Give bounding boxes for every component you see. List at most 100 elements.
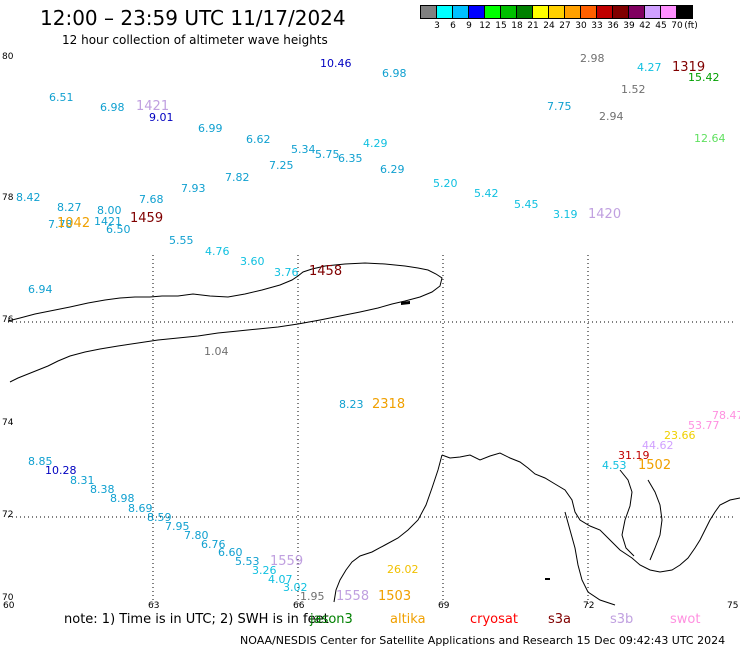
wave-height-label: 6.98 — [382, 67, 407, 80]
wave-height-label: 5.75 — [315, 148, 340, 161]
wave-height-label: 6.29 — [380, 163, 405, 176]
pass-id-label: 2318 — [372, 397, 406, 412]
legend-tick-label: 39 — [623, 21, 635, 31]
satellite-key-jason3: jason3 — [310, 612, 353, 627]
wave-height-label: 3.60 — [240, 255, 265, 268]
pass-id-label: 1503 — [378, 589, 412, 604]
wave-height-label: 1.52 — [621, 83, 646, 96]
lat-label-78: 78 — [2, 193, 14, 203]
wave-height-label: 4.07 — [268, 573, 293, 586]
wave-height-label: 1.04 — [204, 345, 229, 358]
wave-height-label: 6.50 — [106, 223, 131, 236]
legend-swatch — [676, 5, 693, 19]
wave-height-label: 1.95 — [300, 590, 325, 603]
pass-id-label: 1042 — [57, 216, 91, 231]
wave-height-label: 2.98 — [580, 52, 605, 65]
wave-height-label: 10.28 — [45, 464, 77, 477]
wave-height-label: 3.19 — [553, 208, 578, 221]
wave-height-label: 7.68 — [139, 193, 164, 206]
satellite-key-s3b: s3b — [610, 612, 634, 627]
coastline-east-peninsula — [619, 469, 635, 557]
satellite-key-cryosat: cryosat — [470, 612, 518, 627]
wave-height-label: 12.64 — [694, 132, 726, 145]
wave-height-label: 8.38 — [90, 483, 115, 496]
coastline-south-land — [564, 511, 616, 606]
wave-height-label: 4.29 — [363, 137, 388, 150]
satellite-key-altika: altika — [390, 612, 426, 627]
wave-height-label: 15.42 — [688, 71, 720, 84]
wave-height-label: 6.76 — [201, 538, 226, 551]
legend-tick-label: 15 — [495, 21, 507, 31]
wave-height-label: 4.76 — [205, 245, 230, 258]
legend-tick-label: 45 — [655, 21, 667, 31]
lat-label-76: 76 — [2, 315, 14, 325]
lat-label-80: 80 — [2, 52, 14, 62]
wave-height-label: 8.69 — [128, 502, 153, 515]
legend-tick-label: (ft) — [684, 21, 698, 31]
legend-tick-label: 27 — [559, 21, 571, 31]
legend-tick-label: 30 — [575, 21, 587, 31]
pass-id-label: 1558 — [336, 589, 370, 604]
wave-height-label: 1421 — [94, 215, 122, 228]
legend-tick-label: 3 — [434, 21, 440, 31]
wave-height-label: 3.02 — [283, 581, 308, 594]
lon-label-72: 72 — [583, 601, 595, 611]
credit-footer: NOAA/NESDIS Center for Satellite Applica… — [240, 634, 726, 647]
wave-height-label: 8.23 — [339, 398, 364, 411]
coastline-east-peninsula-2 — [647, 479, 663, 561]
wave-height-label: 8.42 — [16, 191, 41, 204]
wave-height-label: 6.98 — [100, 101, 125, 114]
legend-tick-label: 42 — [639, 21, 651, 31]
island-small-2 — [545, 578, 550, 580]
wave-height-label: 53.77 — [688, 419, 720, 432]
legend-tick-label: 18 — [511, 21, 523, 31]
legend-tick-label: 70 — [671, 21, 683, 31]
legend-tick-label: 33 — [591, 21, 603, 31]
pass-id-label: 1319 — [672, 60, 706, 75]
pass-id-label: 1459 — [130, 211, 164, 226]
wave-height-label: 3.26 — [252, 564, 277, 577]
wave-height-label: 8.31 — [70, 474, 95, 487]
wave-height-label: 6.99 — [198, 122, 223, 135]
wave-height-label: 3.76 — [274, 266, 299, 279]
lat-label-74: 74 — [2, 418, 14, 428]
wave-height-label: 4.53 — [602, 459, 627, 472]
lon-label-75: 75 — [727, 601, 739, 611]
wave-height-label: 23.66 — [664, 429, 696, 442]
wave-height-label: 7.75 — [547, 100, 572, 113]
color-scale-legend — [420, 5, 693, 19]
pass-id-label: 1502 — [638, 458, 672, 473]
wave-height-label: 7.93 — [181, 182, 206, 195]
wave-height-label: 5.53 — [235, 555, 260, 568]
wave-height-label: 6.51 — [49, 91, 74, 104]
units-note: note: 1) Time is in UTC; 2) SWH is in fe… — [64, 612, 329, 627]
wave-height-label: 8.85 — [28, 455, 53, 468]
satellite-key-swot: swot — [670, 612, 701, 627]
island-small — [401, 301, 410, 305]
wave-height-label: 6.35 — [338, 152, 363, 165]
wave-height-label: 7.80 — [184, 529, 209, 542]
legend-tick-label: 21 — [527, 21, 539, 31]
wave-height-label: 7.78 — [48, 218, 73, 231]
wave-height-label: 5.20 — [433, 177, 458, 190]
wave-height-label: 31.19 — [618, 449, 650, 462]
wave-height-label: 7.82 — [225, 171, 250, 184]
wave-height-label: 5.45 — [514, 198, 539, 211]
color-scale-labels: 3 6 9 12 15 18 21 24 27 30 33 36 39 42 45 70 (ft) — [421, 21, 740, 33]
wave-height-label: 9.01 — [149, 111, 174, 124]
wave-height-label: 78.47 — [712, 409, 740, 422]
wave-height-label: 2.94 — [599, 110, 624, 123]
lon-label-63: 63 — [148, 601, 160, 611]
wave-height-label: 8.59 — [147, 511, 172, 524]
wave-height-label: 44.62 — [642, 439, 674, 452]
wave-height-label: 8.27 — [57, 201, 82, 214]
wave-height-label: 10.46 — [320, 57, 352, 70]
legend-tick-label: 36 — [607, 21, 619, 31]
wave-height-label: 6.62 — [246, 133, 271, 146]
satellite-key-s3a: s3a — [548, 612, 572, 627]
legend-tick-label: 6 — [450, 21, 456, 31]
wave-height-label: 26.02 — [387, 563, 419, 576]
wave-height-label: 5.34 — [291, 143, 316, 156]
wave-height-label: 6.94 — [28, 283, 53, 296]
